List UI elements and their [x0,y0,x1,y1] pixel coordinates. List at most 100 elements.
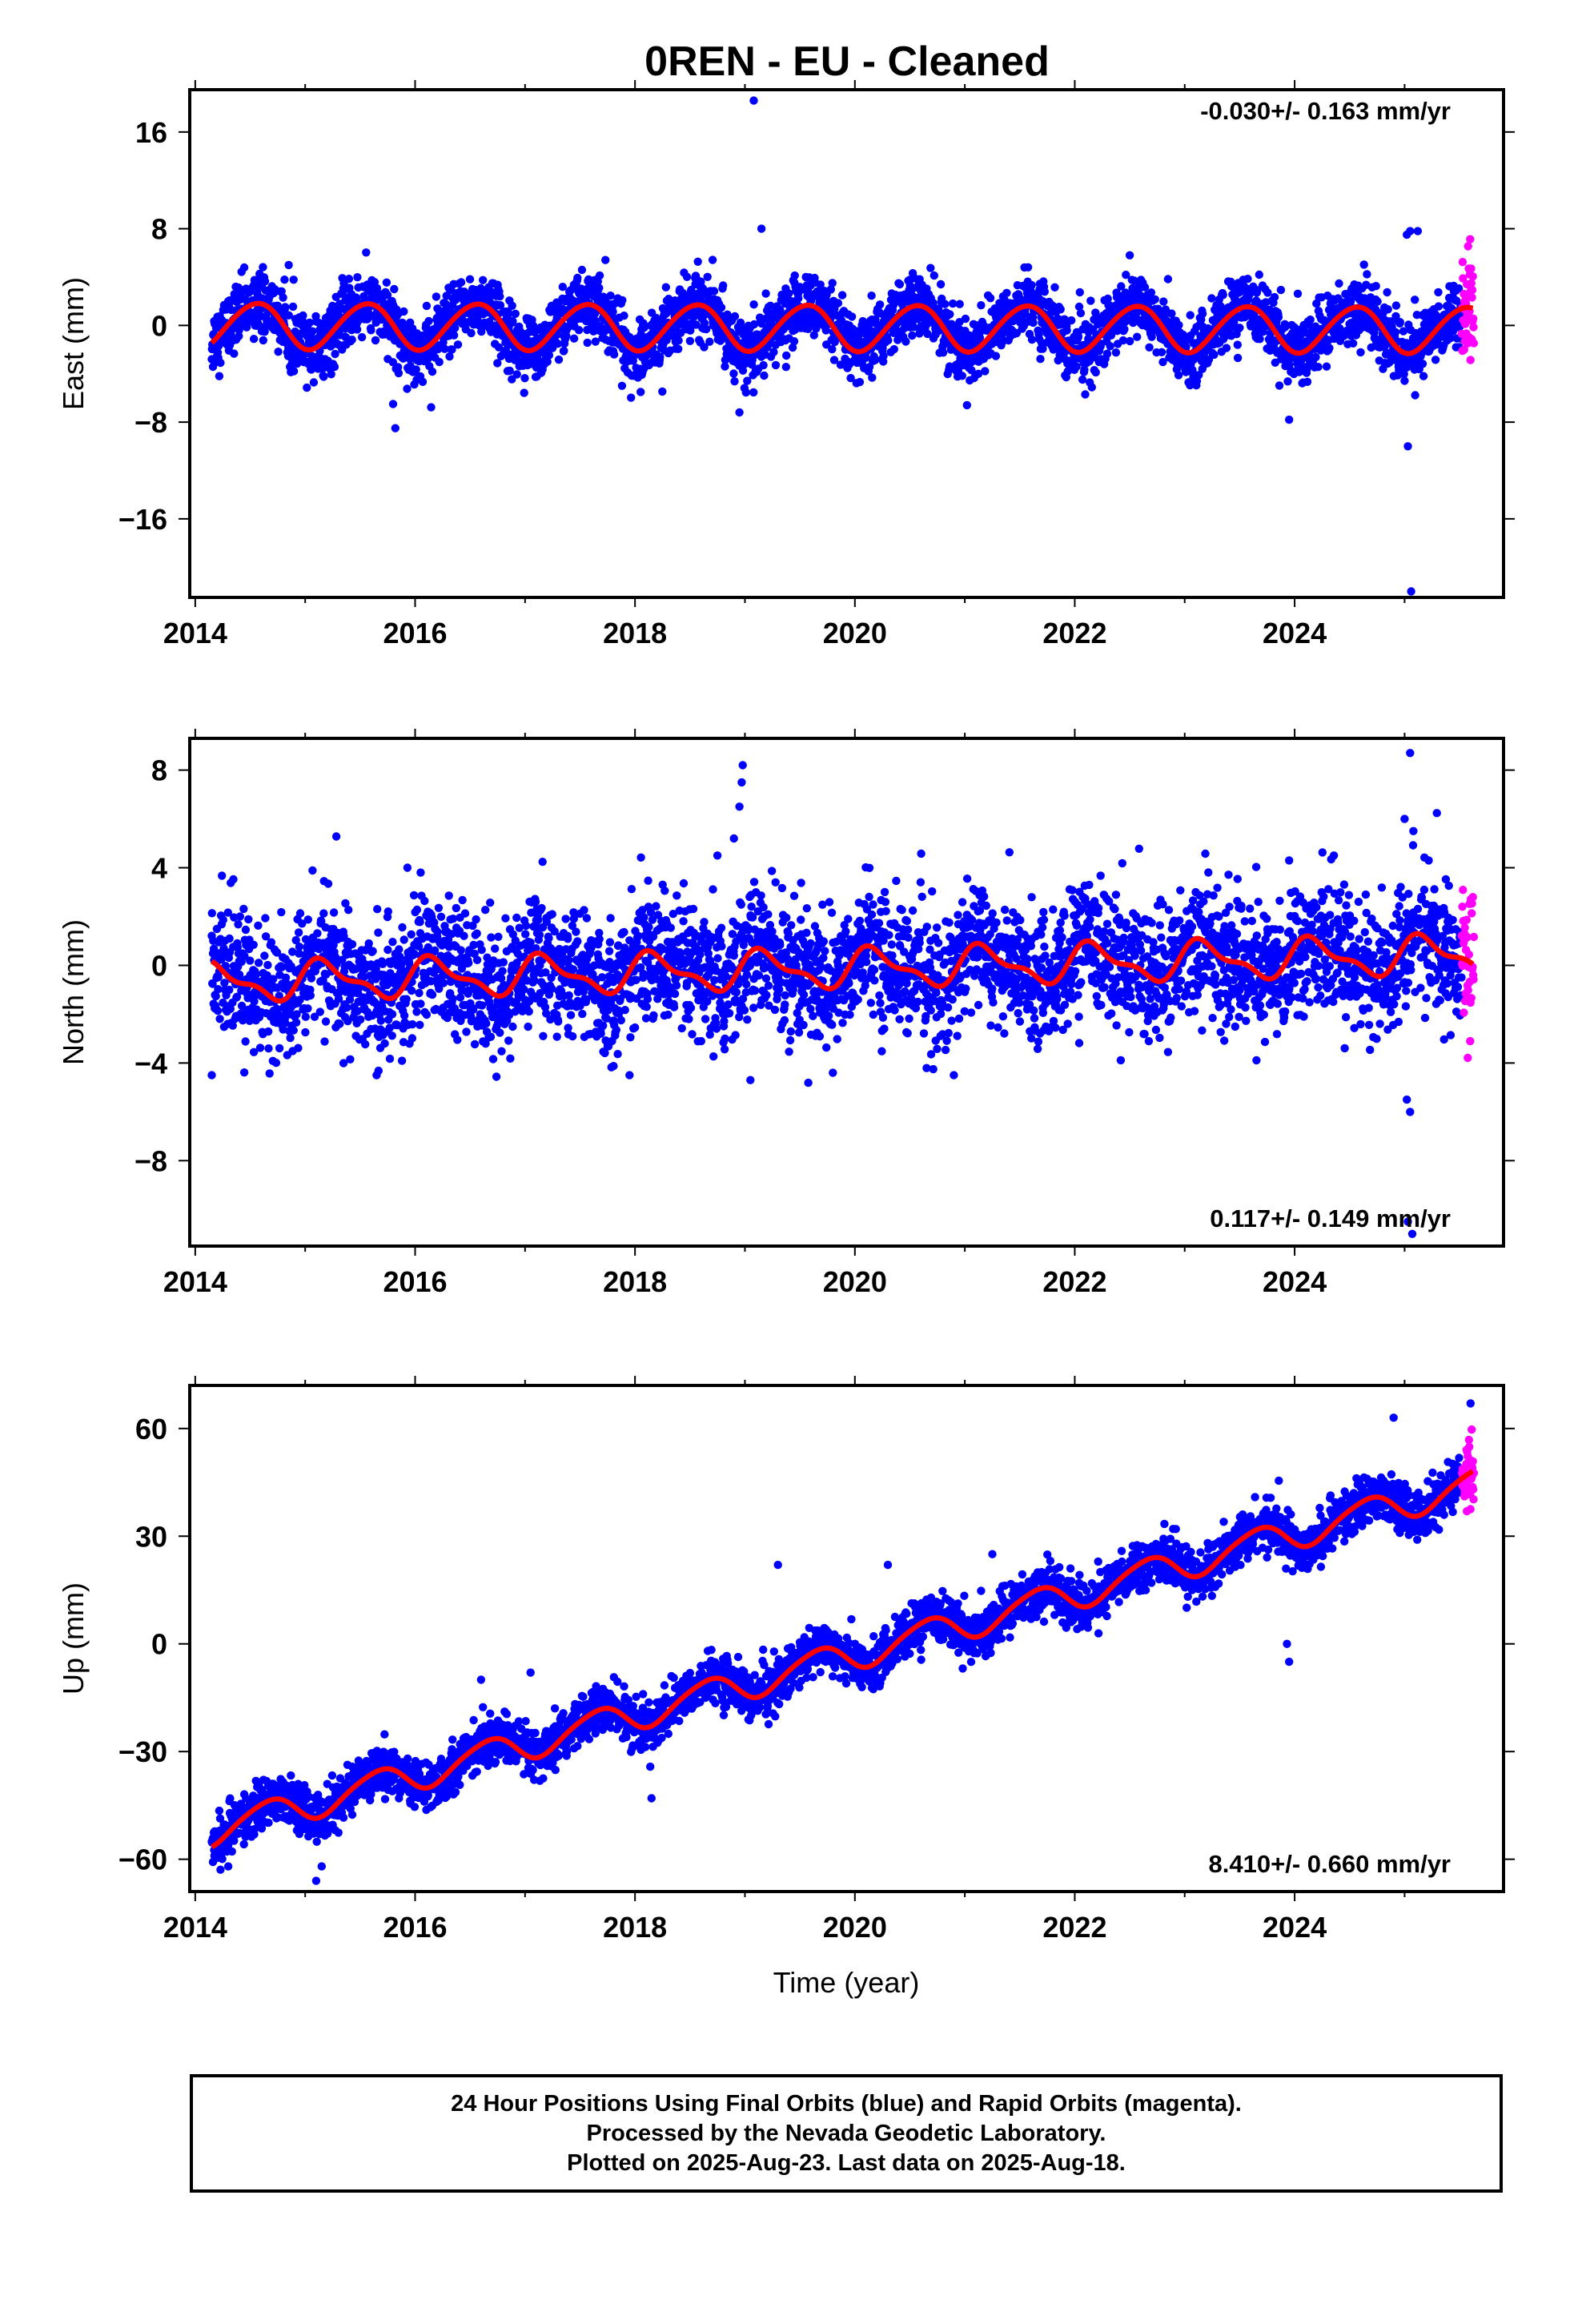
final-point [452,903,460,913]
final-point [1383,305,1392,314]
final-point [229,875,238,884]
final-point [387,1010,397,1019]
x-tick-label: 2018 [603,617,667,649]
final-point [508,316,517,326]
final-point [274,348,283,356]
final-point [846,373,855,383]
final-point [427,403,436,412]
final-point [488,1055,498,1063]
final-point [929,299,938,308]
final-point [416,999,425,1008]
final-point [703,272,712,281]
final-point [1147,332,1156,341]
final-point [1106,331,1116,340]
final-point [335,1019,344,1028]
final-point [303,915,312,924]
final-point [286,1033,295,1043]
final-point [383,945,392,955]
final-point [436,912,446,922]
final-point [1391,328,1400,336]
rapid-point [1466,235,1475,243]
final-point [225,985,234,995]
outlier-point [1285,415,1294,424]
final-point [809,331,818,340]
outlier-point [284,260,293,270]
final-point [760,371,769,380]
final-point [1174,371,1183,380]
final-point [412,365,420,374]
final-point [412,1007,421,1016]
final-point [1207,294,1216,303]
final-point [749,388,758,397]
y-tick-label: −8 [135,406,167,439]
final-point [781,363,790,372]
x-tick-label: 2014 [163,617,227,649]
final-point [1263,288,1272,297]
final-point [448,995,457,1003]
y-tick-label: 16 [135,116,167,149]
final-point [543,357,552,366]
final-point [1391,301,1401,310]
final-point [794,294,803,303]
final-point [1195,371,1203,380]
final-point [609,350,619,359]
final-point [456,278,466,287]
final-point [520,388,528,397]
final-point [618,296,627,305]
x-tick-label: 2016 [383,617,447,649]
final-point [462,1027,471,1036]
final-point [986,294,995,303]
final-point [1411,296,1419,304]
final-point [219,915,227,924]
final-point [941,300,950,308]
final-point [1306,316,1315,324]
final-point [305,318,314,328]
east-rate-annotation: -0.030+/- 0.163 mm/yr [1200,97,1451,125]
final-point [239,904,248,914]
final-point [922,320,932,328]
final-point [453,340,463,349]
rapid-point [1466,356,1475,364]
final-point [741,388,750,397]
final-point [284,311,293,320]
final-point [260,328,269,336]
final-point [1146,288,1156,297]
y-tick-label: 8 [151,213,167,246]
final-point [1235,324,1244,332]
final-point [239,1068,249,1077]
final-point [408,1034,417,1043]
final-point [449,331,459,340]
final-point [1074,332,1083,342]
final-point [380,1039,389,1048]
final-point [464,959,473,967]
final-point [553,340,562,348]
final-point [460,931,468,940]
rapid-point [1468,314,1478,323]
final-point [244,915,253,924]
final-point [749,320,759,329]
final-point [936,279,946,289]
final-point [923,329,932,339]
final-point [313,929,322,938]
final-point [1399,327,1408,336]
final-point [407,930,416,939]
final-point [487,933,496,942]
final-point [1086,296,1095,305]
final-point [1335,279,1343,288]
final-point [295,909,305,918]
final-point [837,291,847,300]
final-point [508,301,516,310]
final-point [1023,263,1033,271]
final-point [508,375,516,384]
final-point [785,289,793,298]
final-point [662,336,671,344]
final-point [544,351,554,360]
final-point [295,943,304,951]
final-point [493,359,502,368]
final-point [465,275,475,283]
final-point [1348,339,1358,348]
final-point [346,1055,355,1064]
final-point [432,292,441,301]
